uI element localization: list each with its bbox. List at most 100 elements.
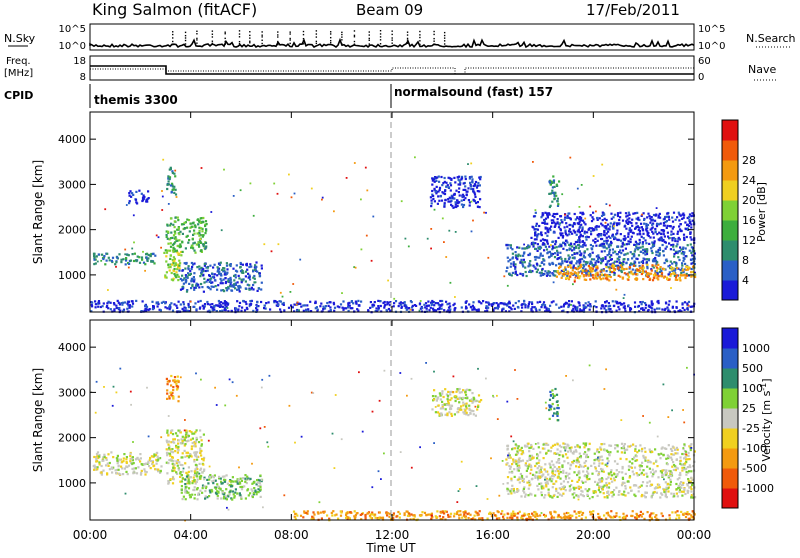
scatter-cell [569,228,571,230]
scatter-cell [176,307,178,309]
nave-label: Nave [748,63,776,76]
scatter-cell [553,475,555,477]
scatter-cell [465,394,467,396]
scatter-cell [651,224,653,226]
scatter-cell [608,444,610,446]
scatter-cell [554,444,556,446]
scatter-cell [646,258,648,260]
scatter-cell [258,491,260,493]
scatter-cell [464,197,466,199]
scatter-cell [232,490,234,492]
scatter-cell [512,305,514,307]
noise-search-point [212,41,213,42]
scatter-cell [256,305,258,307]
scatter-cell [567,215,569,217]
scatter-cell [643,474,645,476]
scatter-cell [634,450,636,452]
scatter-cell [474,193,476,195]
scatter-cell [690,477,692,479]
scatter-cell [605,266,607,268]
scatter-cell [595,226,597,228]
scatter-cell [219,306,221,308]
scatter-cell [227,307,229,309]
scatter-cell [670,231,672,233]
scatter-cell [646,264,648,266]
scatter-cell [578,277,580,279]
scatter-cell [616,463,618,465]
scatter-cell [441,393,443,395]
scatter-cell [329,301,331,303]
scatter-cell [446,303,448,305]
scatter-cell [173,260,175,262]
scatter-cell [594,459,596,461]
scatter-cell [610,254,612,256]
scatter-cell [205,270,207,272]
scatter-cell [142,300,144,302]
scatter-cell [542,255,544,257]
scatter-cell [226,262,228,264]
scatter-cell [196,437,198,439]
scatter-cell [607,491,609,493]
scatter-cell [145,253,147,255]
scatter-cell [557,198,559,200]
scatter-cell [531,303,533,305]
scatter-cell [601,238,603,240]
scatter-cell [614,261,616,263]
scatter-cell [199,275,201,277]
colorbar-swatch [722,180,738,201]
scatter-cell [620,458,622,460]
scatter-cell [514,491,516,493]
scatter-cell [569,224,571,226]
noise-search-point [407,39,408,40]
scatter-cell [528,458,530,460]
scatter-cell [141,259,143,261]
scatter-cell [238,305,240,307]
scatter-cell [198,286,200,288]
scatter-cell [452,304,454,306]
scatter-cell [220,282,222,284]
scatter-cell [387,302,389,304]
scatter-cell [596,450,598,452]
scatter-cell [628,214,630,216]
scatter-cell [206,479,208,481]
scatter-cell [194,302,196,304]
scatter-cell [468,199,470,201]
scatter-cell [567,462,569,464]
scatter-cell [597,240,599,242]
y-tick-label: 4000 [58,133,86,146]
scatter-cell [510,266,512,268]
scatter-cell [124,301,126,303]
scatter-cell [539,476,541,478]
scatter-cell [196,466,198,468]
scatter-cell [437,203,439,205]
cpid-label: CPID [4,89,33,102]
scatter-cell [118,465,120,467]
scatter-cell [604,234,606,236]
noise-search-point [212,36,213,37]
scatter-cell [634,301,636,303]
scatter-cell [315,301,317,303]
scatter-cell [538,459,540,461]
scatter-cell [592,212,594,214]
scatter-cell [239,290,241,292]
scatter-cell [548,492,550,494]
scatter-cell [625,248,627,250]
scatter-cell [670,457,672,459]
scatter-cell [232,268,234,270]
scatter-cell [667,463,669,465]
scatter-cell [168,178,170,180]
scatter-cell [96,255,98,257]
scatter-cell [579,206,581,208]
scatter-cell [658,223,660,225]
scatter-cell [554,225,556,227]
scatter-cell [249,263,251,265]
scatter-cell [608,279,610,281]
scatter-cell [585,263,587,265]
scatter-cell [469,204,471,206]
scatter-cell [205,230,207,232]
scatter-cell [468,408,470,410]
scatter-cell [463,189,465,191]
scatter-cell [549,275,551,277]
scatter-cell [552,483,554,485]
scatter-cell [649,306,651,308]
